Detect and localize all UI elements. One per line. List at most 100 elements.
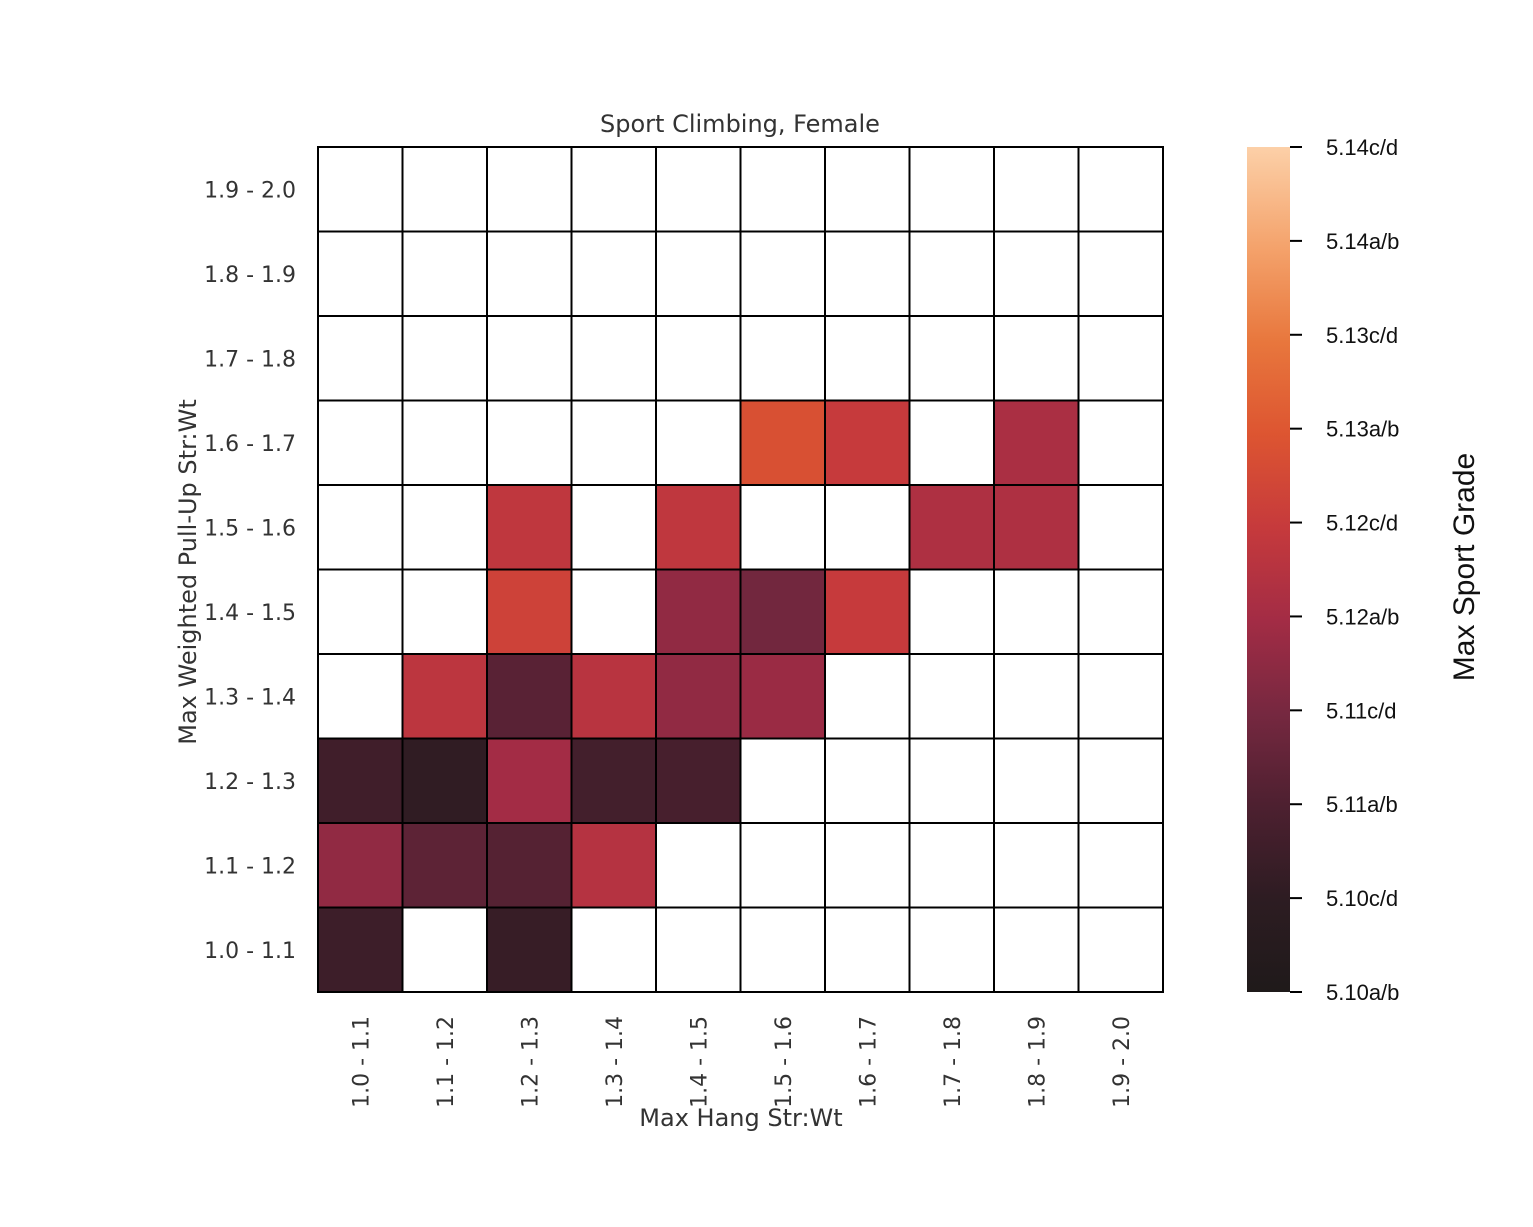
heatmap-cell	[570, 906, 657, 993]
heatmap-cell	[655, 653, 742, 740]
heatmap-cell	[317, 822, 404, 909]
colorbar-ticks: 5.10a/b 5.10c/d 5.11a/b 5.11c/d 5.12a/b 5.12c…	[1290, 135, 1399, 1005]
heatmap-cell	[908, 484, 995, 571]
heatmap-cell	[824, 230, 911, 317]
heatmap-cell	[1077, 737, 1164, 824]
heatmap-cell	[486, 822, 573, 909]
heatmap-cell	[739, 146, 826, 233]
heatmap-cell	[486, 315, 573, 402]
heatmap-cell	[1077, 484, 1164, 571]
heatmap-cell	[317, 568, 404, 655]
heatmap-cell	[401, 315, 488, 402]
heatmap-cell	[317, 737, 404, 824]
heatmap-cell	[993, 653, 1080, 740]
colorbar-tick-label: 5.14c/d	[1326, 135, 1398, 160]
heatmap-cell	[824, 315, 911, 402]
heatmap-cell	[317, 399, 404, 486]
colorbar	[1247, 147, 1290, 992]
heatmap-cell	[739, 315, 826, 402]
heatmap-cell	[655, 484, 742, 571]
heatmap-cell	[908, 822, 995, 909]
y-tick-labels: 1.0 - 1.1 1.1 - 1.2 1.2 - 1.3 1.3 - 1.4 1.4 …	[204, 178, 296, 964]
colorbar-label: Max Sport Grade	[1448, 453, 1481, 681]
heatmap-cell	[401, 906, 488, 993]
heatmap-cell	[824, 822, 911, 909]
heatmap-cell	[993, 146, 1080, 233]
heatmap-cell	[570, 399, 657, 486]
heatmap-cell	[1077, 230, 1164, 317]
colorbar-tick-label: 5.11c/d	[1326, 698, 1397, 723]
heatmap-cell	[824, 146, 911, 233]
heatmap-cell	[655, 146, 742, 233]
colorbar-tick-label: 5.10a/b	[1326, 980, 1399, 1005]
heatmap-cell	[824, 737, 911, 824]
heatmap-cell	[401, 146, 488, 233]
colorbar-tick-label: 5.10c/d	[1326, 886, 1398, 911]
y-tick-label: 1.5 - 1.6	[204, 516, 296, 541]
heatmap-cell	[655, 230, 742, 317]
x-axis-label: Max Hang Str:Wt	[639, 1104, 842, 1132]
x-tick-label: 1.4 - 1.5	[687, 1016, 712, 1108]
heatmap-cell	[739, 906, 826, 993]
y-tick-label: 1.1 - 1.2	[204, 854, 296, 879]
heatmap-cell	[993, 484, 1080, 571]
heatmap-cells	[317, 146, 1164, 993]
heatmap-cell	[570, 484, 657, 571]
heatmap-cell	[1077, 146, 1164, 233]
chart-title: Sport Climbing, Female	[600, 110, 880, 138]
heatmap-cell	[401, 822, 488, 909]
heatmap-cell	[824, 484, 911, 571]
heatmap-cell	[993, 399, 1080, 486]
heatmap-cell	[1077, 568, 1164, 655]
heatmap-cell	[993, 822, 1080, 909]
heatmap-cell	[655, 737, 742, 824]
heatmap-cell	[1077, 653, 1164, 740]
heatmap-cell	[401, 230, 488, 317]
y-axis-label: Max Weighted Pull-Up Str:Wt	[174, 399, 202, 745]
heatmap-cell	[739, 568, 826, 655]
colorbar-tick-label: 5.12a/b	[1326, 604, 1399, 629]
heatmap-cell	[993, 737, 1080, 824]
heatmap-cell	[655, 315, 742, 402]
y-tick-label: 1.2 - 1.3	[204, 770, 296, 795]
heatmap-cell	[993, 230, 1080, 317]
heatmap-cell	[655, 399, 742, 486]
colorbar-tick-label: 5.14a/b	[1326, 229, 1399, 254]
colorbar-tick-label: 5.13c/d	[1326, 323, 1398, 348]
heatmap-cell	[570, 146, 657, 233]
heatmap-cell	[570, 568, 657, 655]
heatmap-cell	[486, 568, 573, 655]
x-tick-label: 1.0 - 1.1	[349, 1016, 374, 1108]
x-tick-label: 1.2 - 1.3	[518, 1016, 543, 1108]
y-tick-label: 1.0 - 1.1	[204, 939, 296, 964]
heatmap-cell	[908, 568, 995, 655]
heatmap-cell	[908, 653, 995, 740]
heatmap-cell	[317, 653, 404, 740]
x-tick-label: 1.5 - 1.6	[772, 1016, 797, 1108]
heatmap-cell	[486, 653, 573, 740]
heatmap-cell	[908, 737, 995, 824]
y-tick-label: 1.8 - 1.9	[204, 263, 296, 288]
y-tick-label: 1.3 - 1.4	[204, 685, 296, 710]
x-tick-label: 1.9 - 2.0	[1110, 1016, 1135, 1108]
colorbar-tick-label: 5.12c/d	[1326, 511, 1398, 536]
heatmap-cell	[739, 230, 826, 317]
heatmap-cell	[570, 315, 657, 402]
heatmap-cell	[401, 653, 488, 740]
heatmap-cell	[739, 484, 826, 571]
x-tick-label: 1.1 - 1.2	[434, 1016, 459, 1108]
heatmap-cell	[401, 737, 488, 824]
heatmap-cell	[993, 906, 1080, 993]
heatmap-cell	[655, 568, 742, 655]
heatmap-cell	[570, 653, 657, 740]
y-tick-label: 1.9 - 2.0	[204, 178, 296, 203]
heatmap-cell	[824, 906, 911, 993]
heatmap-cell	[739, 399, 826, 486]
heatmap-cell	[908, 315, 995, 402]
heatmap-cell	[486, 737, 573, 824]
y-tick-label: 1.6 - 1.7	[204, 432, 296, 457]
heatmap-cell	[655, 906, 742, 993]
heatmap-cell	[486, 906, 573, 993]
heatmap-cell	[739, 737, 826, 824]
